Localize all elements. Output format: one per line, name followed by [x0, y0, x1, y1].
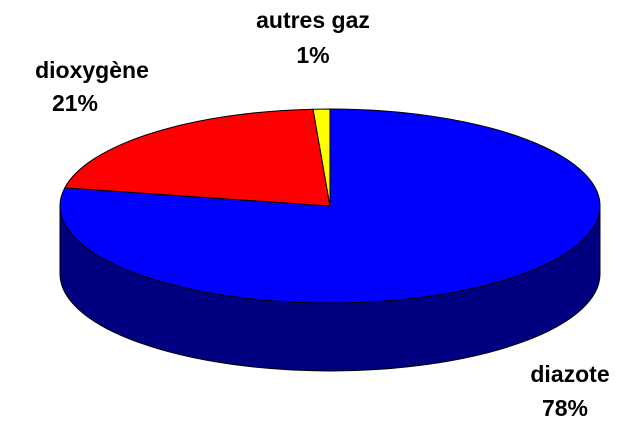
slice — [312, 108, 331, 207]
slice-label: autres gaz — [256, 7, 370, 33]
slice-label: dioxygène — [35, 57, 149, 83]
slice-label: diazote — [530, 361, 609, 387]
value-label: 21% — [52, 90, 98, 116]
value-label: 78% — [542, 395, 588, 421]
slice — [63, 108, 331, 207]
value-label: 1% — [296, 42, 329, 68]
